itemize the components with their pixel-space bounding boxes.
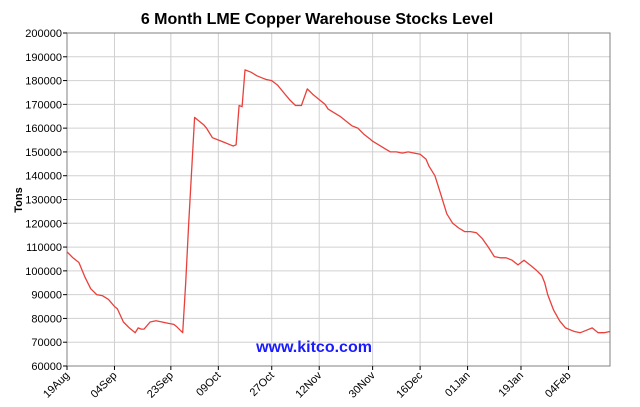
x-tick-label: 27Oct <box>248 370 277 399</box>
y-tick-label: 170000 <box>25 99 62 111</box>
x-tick-label: 04Feb <box>543 370 574 401</box>
x-tick-label: 23Sep <box>145 370 176 401</box>
y-tick-label: 200000 <box>25 28 62 40</box>
watermark: www.kitco.com <box>255 339 372 356</box>
y-tick-label: 80000 <box>31 313 62 325</box>
y-tick-label: 60000 <box>31 361 62 373</box>
x-tick-label: 09Oct <box>194 370 223 399</box>
y-tick-label: 90000 <box>31 290 62 302</box>
x-tick-label: 12Nov <box>293 369 324 400</box>
y-tick-label: 140000 <box>25 171 62 183</box>
x-tick-label: 04Sep <box>89 370 120 401</box>
series-layer <box>66 69 611 334</box>
y-tick-label: 100000 <box>25 266 62 278</box>
y-tick-label: 70000 <box>31 337 62 349</box>
y-tick-label: 110000 <box>26 242 62 254</box>
y-tick-label: 160000 <box>25 123 62 135</box>
series-line <box>66 69 611 334</box>
y-axis-ticks: 60000 70000 80000 90000 100000 110000 120000 13… <box>25 28 67 373</box>
y-tick-label: 180000 <box>25 76 62 88</box>
chart-title: 6 Month LME Copper Warehouse Stocks Leve… <box>141 11 493 28</box>
y-axis-label: Tons <box>13 187 25 212</box>
y-tick-label: 120000 <box>25 218 62 230</box>
x-tick-label: 19Aug <box>41 370 72 401</box>
x-tick-label: 16Dec <box>394 369 425 400</box>
y-tick-label: 130000 <box>25 195 62 207</box>
y-tick-label: 190000 <box>25 52 62 64</box>
x-tick-label: 19Jan <box>496 370 526 400</box>
grid <box>66 32 610 367</box>
x-axis-ticks: 19Aug 04Sep 23Sep 09Oct 27Oct 12Nov 30Nov 16Dec… <box>41 366 574 401</box>
y-tick-label: 150000 <box>25 147 62 159</box>
x-tick-label: 30Nov <box>347 369 378 400</box>
x-tick-label: 01Jan <box>443 370 473 400</box>
